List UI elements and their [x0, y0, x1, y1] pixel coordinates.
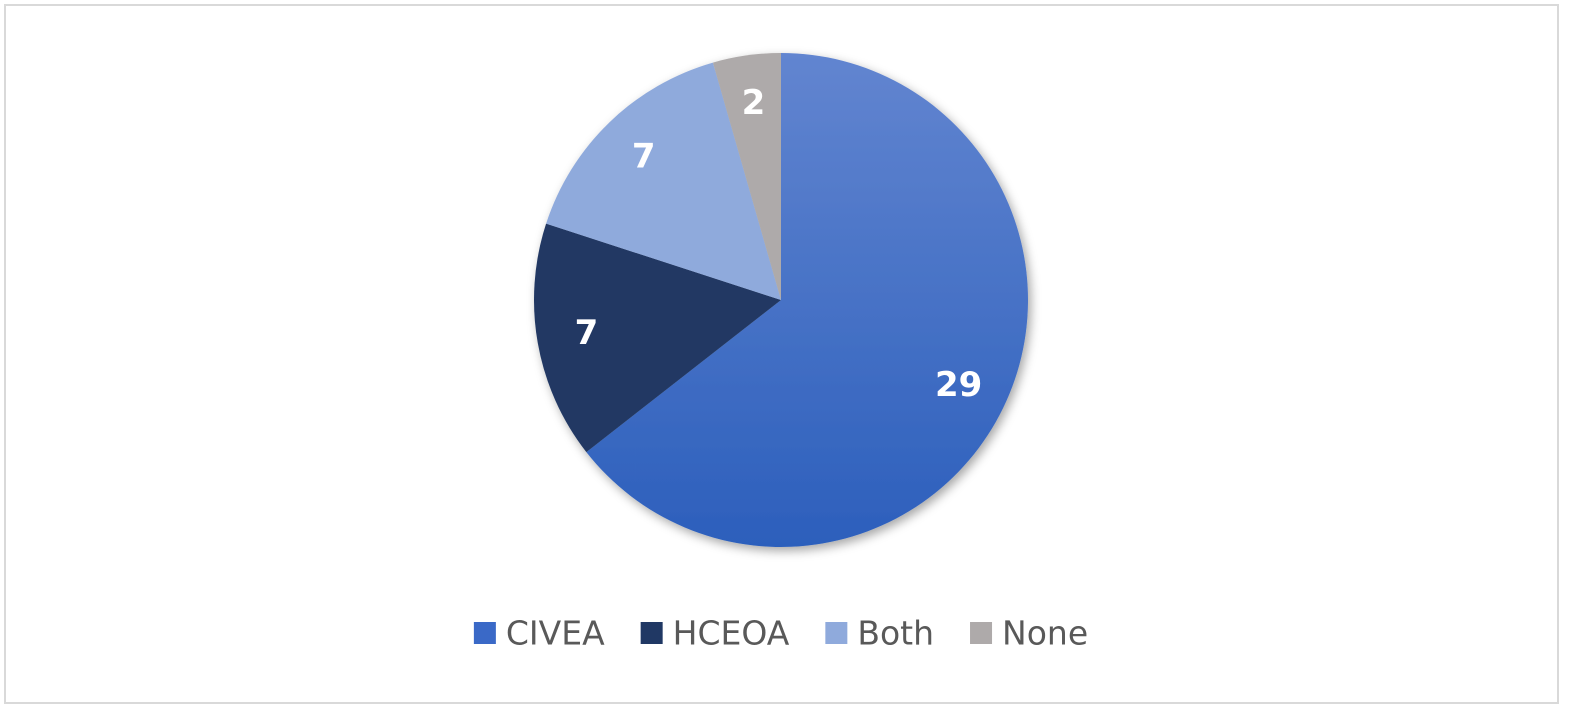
legend-item: HCEOA: [640, 614, 790, 653]
legend-item: None: [970, 614, 1088, 653]
legend-label: Both: [857, 614, 934, 653]
legend-label: CIVEA: [506, 614, 605, 653]
legend-swatch: [473, 622, 496, 644]
data-label: 2: [742, 83, 766, 123]
pie-slice: [546, 62, 781, 300]
legend-swatch: [970, 622, 993, 644]
pie-slice: [712, 53, 781, 300]
pie-slice: [586, 53, 1029, 547]
legend-label: HCEOA: [673, 614, 790, 653]
legend-item: CIVEA: [473, 614, 605, 653]
data-labels: 29 7 7 2: [575, 83, 983, 405]
data-label: 7: [632, 136, 656, 176]
legend-label: None: [1002, 614, 1088, 653]
legend: CIVEA HCEOA Both None: [473, 614, 1088, 653]
pie: [534, 53, 1029, 547]
data-label: 29: [935, 365, 982, 405]
legend-swatch: [825, 622, 848, 644]
legend-swatch: [640, 622, 663, 644]
data-label: 7: [575, 313, 599, 353]
legend-item: Both: [825, 614, 934, 653]
pie-slice: [534, 223, 781, 453]
